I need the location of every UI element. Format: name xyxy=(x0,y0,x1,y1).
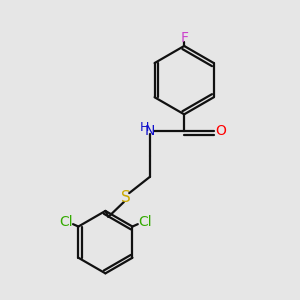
Text: S: S xyxy=(121,190,131,205)
Text: H: H xyxy=(140,121,149,134)
Text: O: O xyxy=(215,124,226,138)
Text: Cl: Cl xyxy=(59,215,73,230)
Text: F: F xyxy=(180,31,188,45)
Text: Cl: Cl xyxy=(138,215,152,230)
Text: N: N xyxy=(144,124,154,138)
